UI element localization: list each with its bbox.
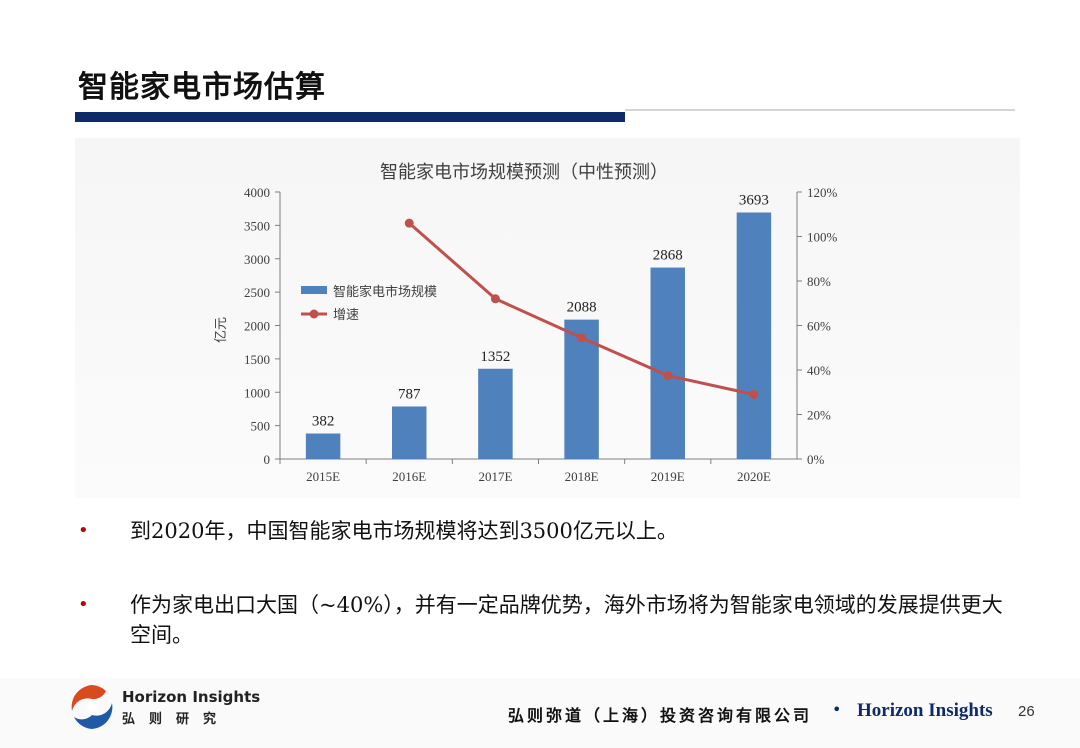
y-tick-label-left: 0 <box>264 452 271 467</box>
page-title: 智能家电市场估算 <box>78 70 326 105</box>
chart-panel: 智能家电市场规模预测（中性预测） 亿元 0 500 1000 1500 2000 2500… <box>75 138 1020 498</box>
bar <box>305 433 341 459</box>
y-tick-label-right: 80% <box>807 274 831 289</box>
y-tick-label-left: 1500 <box>244 352 270 367</box>
chart-axes: 0 500 1000 1500 2000 2500 3000 3500 4000 0% 20% 40%… <box>244 185 838 484</box>
bar <box>650 267 685 459</box>
bullet-text: 到2020年，中国智能家电市场规模将达到3500亿元以上。 <box>130 519 678 543</box>
growth-point <box>404 218 414 228</box>
growth-point <box>577 333 587 343</box>
bar-series: 382 787 1352 2088 2868 3693 <box>305 192 772 459</box>
x-tick-label: 2015E <box>306 469 340 484</box>
y-tick-label-right: 20% <box>807 408 831 423</box>
y-tick-label-left: 3500 <box>244 218 270 233</box>
bar <box>392 406 427 459</box>
chart-title: 智能家电市场规模预测（中性预测） <box>380 162 668 183</box>
legend-swatch-bar <box>301 286 327 294</box>
horizon-logo-icon <box>71 685 113 729</box>
growth-point <box>749 389 759 399</box>
footer-brand: Horizon Insights <box>857 700 993 721</box>
legend-swatch-point <box>309 309 319 319</box>
x-tick-label: 2018E <box>565 469 599 484</box>
bullet-marker: • <box>78 520 89 541</box>
x-tick-label: 2019E <box>651 469 685 484</box>
growth-point <box>490 294 500 304</box>
x-tick-label: 2017E <box>478 469 512 484</box>
bar-value-label: 2868 <box>653 248 683 264</box>
y-tick-label-left: 4000 <box>244 185 270 200</box>
bar-value-label: 787 <box>398 386 421 402</box>
bullet-marker: • <box>78 594 89 615</box>
chart: 智能家电市场规模预测（中性预测） 亿元 0 500 1000 1500 2000 2500… <box>214 162 838 484</box>
growth-line-series <box>404 218 759 399</box>
y-tick-label-left: 1000 <box>244 385 270 400</box>
bar-value-label: 3693 <box>739 192 769 208</box>
bar-value-label: 382 <box>312 414 335 430</box>
brand-name-en: Horizon Insights <box>122 688 261 706</box>
footer-separator: • <box>832 700 842 719</box>
legend-label-bar: 智能家电市场规模 <box>333 284 437 300</box>
growth-point <box>663 371 673 381</box>
company-name: 弘则弥道（上海）投资咨询有限公司 <box>508 706 813 725</box>
x-tick-label: 2020E <box>737 469 771 484</box>
footer: Horizon Insights 弘则研究 弘则弥道（上海）投资咨询有限公司 •… <box>0 678 1080 748</box>
brand-name-cn: 弘则研究 <box>122 712 231 727</box>
y-tick-label-right: 0% <box>807 452 825 467</box>
y-tick-label-right: 40% <box>807 363 831 378</box>
legend-label-line: 增速 <box>333 308 359 323</box>
page-number: 26 <box>1018 703 1035 720</box>
bullet-text: 作为家电出口大国（~40%），并有一定品牌优势，海外市场将为智能家电领域的发展提… <box>130 593 1003 647</box>
bar-value-label: 1352 <box>480 349 510 365</box>
bar-value-label: 2088 <box>567 300 597 316</box>
x-tick-label: 2016E <box>392 469 426 484</box>
y-tick-label-left: 2500 <box>244 285 270 300</box>
y-tick-label-right: 100% <box>807 230 838 245</box>
y-tick-label-right: 60% <box>807 319 831 334</box>
y-tick-label-right: 120% <box>807 185 838 200</box>
y-axis-label: 亿元 <box>214 317 229 343</box>
y-tick-label-left: 2000 <box>244 319 270 334</box>
y-tick-label-left: 3000 <box>244 252 270 267</box>
title-underline-bar <box>75 112 625 122</box>
y-tick-label-left: 500 <box>251 419 271 434</box>
title-underline-line <box>625 109 1015 111</box>
bar <box>736 212 772 459</box>
bar <box>478 368 513 459</box>
